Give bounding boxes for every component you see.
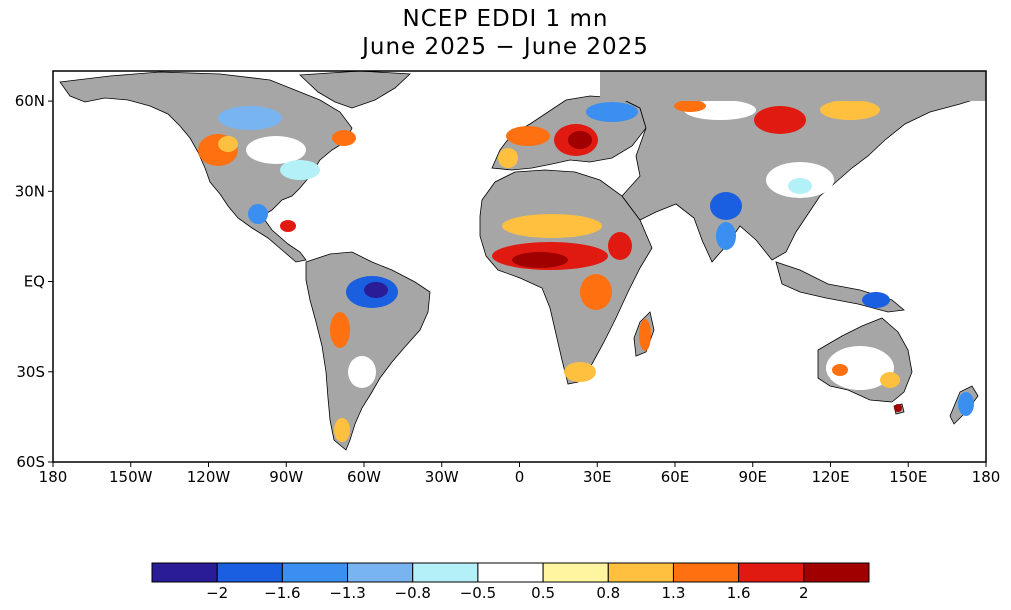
colorbar-swatch (281, 562, 349, 583)
lon-tick-label: 150W (109, 468, 153, 486)
colorbar-swatch (151, 562, 218, 583)
colorbar-label: −0.8 (395, 584, 431, 602)
latitude-axis: 60N 30N EQ 30S 60S (15, 92, 53, 471)
lon-tick-label: 30W (425, 468, 459, 486)
colorbar-label: 0.8 (596, 584, 620, 602)
colorbar-swatch (216, 562, 283, 583)
wetting-patch-mexico (248, 204, 268, 224)
lat-tick-label: 30N (15, 182, 45, 200)
colorbar-label: 0.5 (531, 584, 555, 602)
longitude-axis: 180 150W 120W 90W 60W 30W 0 30E 60E 90E 120E 150E 18… (39, 462, 1001, 486)
colorbar-label: 1.6 (727, 584, 751, 602)
drying-patch-iberia (498, 148, 518, 168)
lat-tick-label: EQ (24, 273, 45, 291)
colorbar-swatch (477, 562, 544, 583)
lon-tick-label: 180 (972, 468, 1001, 486)
wetting-patch-new-zealand (958, 392, 974, 416)
lon-tick-label: 0 (515, 468, 525, 486)
colorbar-label: −2 (206, 584, 228, 602)
lon-tick-label: 120E (811, 468, 849, 486)
drying-patch-western-europe (506, 126, 550, 146)
greenland-landmass (299, 71, 411, 109)
lat-tick-label: 30S (16, 363, 45, 381)
wetting-patch-eastern-us (280, 160, 320, 180)
lon-tick-label: 90E (738, 468, 767, 486)
colorbar-label: −1.3 (329, 584, 365, 602)
drying-patch-tasmania (894, 404, 902, 412)
neutral-patch-southern-brazil (348, 356, 376, 388)
drying-core-sahel (512, 252, 568, 268)
drying-patch-yucatan (280, 220, 296, 232)
colorbar-label: −0.5 (460, 584, 496, 602)
lon-tick-label: 60E (661, 468, 690, 486)
drying-patch-east-siberia (820, 100, 880, 120)
colorbar-swatch (347, 562, 414, 583)
colorbar-swatch (803, 562, 870, 583)
neutral-patch-australia (826, 346, 894, 390)
drying-patch-patagonia (334, 418, 350, 442)
drying-patch-southeast-australia (880, 372, 900, 388)
wetting-patch-new-guinea (862, 292, 890, 308)
wetting-patch-eastern-europe (586, 102, 638, 122)
drying-patch-southwest-australia (832, 364, 848, 376)
wetting-core-amazon (364, 282, 388, 298)
colorbar-label: −1.6 (264, 584, 300, 602)
lon-tick-label: 180 (39, 468, 68, 486)
neutral-patch-central-us (246, 136, 306, 164)
nodata-patch-brazil (372, 310, 412, 338)
wetting-patch-china (788, 178, 812, 194)
lat-tick-label: 60S (16, 453, 45, 471)
lon-tick-label: 120W (187, 468, 231, 486)
colorbar-label: 1.3 (662, 584, 686, 602)
colorbar-swatch (542, 562, 609, 583)
drying-patch-madagascar (639, 319, 651, 351)
drying-patch-south-africa (564, 362, 596, 382)
colorbar-label: 2 (799, 584, 809, 602)
colorbar-swatch (412, 562, 479, 583)
wetting-patch-india (710, 192, 742, 220)
drying-patch-northeast (332, 130, 356, 146)
south-america-landmass (305, 251, 431, 451)
wetting-patch-south-india (716, 222, 736, 250)
drying-patch-western-siberia (674, 100, 706, 112)
drying-patch-ethiopia (608, 232, 632, 260)
drying-patch-andes (330, 312, 350, 348)
lat-tick-label: 60N (15, 92, 45, 110)
colorbar: −2 −1.6 −1.3 −0.8 −0.5 0.5 0.8 1.3 1.6 2 (151, 562, 870, 602)
nodata-band-arctic (600, 71, 986, 101)
drying-core-balkans (568, 131, 592, 149)
drying-patch-western-us-inner (218, 136, 238, 152)
drying-patch-sahara-edge (502, 214, 602, 238)
drying-patch-central-africa (580, 274, 612, 310)
wetting-patch-canada (218, 106, 282, 130)
colorbar-swatch (738, 562, 805, 583)
map-subtitle: June 2025 − June 2025 (362, 34, 649, 60)
colorbar-swatch (672, 562, 740, 583)
lon-tick-label: 60W (347, 468, 381, 486)
lon-tick-label: 90W (269, 468, 303, 486)
eddi-anomaly-layer (198, 100, 974, 442)
colorbar-swatch (607, 562, 674, 583)
lon-tick-label: 30E (583, 468, 612, 486)
drying-patch-siberia (754, 106, 806, 134)
lon-tick-label: 150E (889, 468, 927, 486)
map-title: NCEP EDDI 1 mn (402, 6, 609, 32)
